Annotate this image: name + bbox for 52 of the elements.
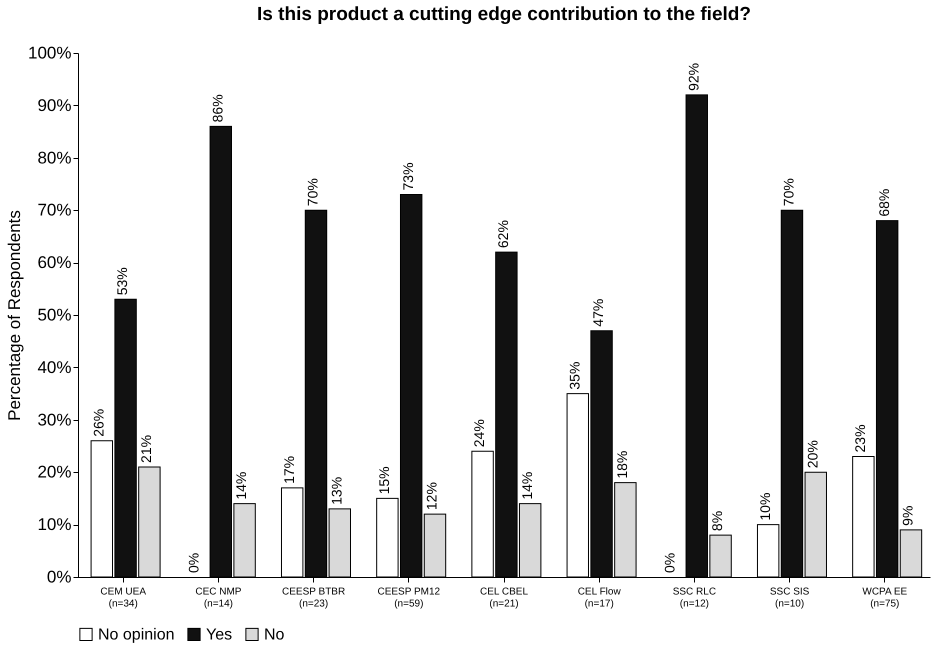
y-tick-label: 50% bbox=[37, 306, 72, 324]
data-label: 13% bbox=[328, 476, 344, 505]
data-label: 24% bbox=[471, 419, 488, 448]
data-label: 53% bbox=[114, 267, 130, 296]
data-label: 23% bbox=[852, 424, 868, 452]
data-label: 70% bbox=[304, 178, 321, 206]
x-tick-label: CEM UEA (n=34) bbox=[100, 586, 146, 610]
y-axis-title: Percentage of Respondents bbox=[5, 210, 24, 421]
x-tick-label: CEESP PM12 (n=59) bbox=[377, 586, 441, 610]
data-label: 14% bbox=[518, 472, 535, 500]
y-tick-label: 30% bbox=[37, 410, 72, 430]
x-tick-label: CEESP BTBR (n=23) bbox=[282, 586, 346, 610]
legend-label: Yes bbox=[206, 626, 232, 644]
data-label: 14% bbox=[233, 472, 250, 500]
data-label: 92% bbox=[685, 62, 702, 91]
y-tick-label: 70% bbox=[37, 200, 72, 220]
x-tick-label: CEL Flow (n=17) bbox=[578, 586, 622, 610]
y-tick-label: 90% bbox=[37, 96, 72, 115]
y-tick-label: 60% bbox=[37, 253, 72, 272]
y-tick-label: 10% bbox=[37, 515, 72, 534]
data-label: 18% bbox=[614, 450, 630, 479]
data-label: 8% bbox=[709, 510, 726, 532]
y-tick-label: 80% bbox=[37, 148, 72, 168]
y-tick-label: 40% bbox=[37, 358, 72, 377]
legend-label: No bbox=[264, 626, 285, 644]
y-tick-label: 100% bbox=[28, 44, 72, 62]
data-label: 0% bbox=[662, 552, 678, 573]
x-tick-label: SSC RLC (n=12) bbox=[672, 586, 716, 610]
data-label: 15% bbox=[376, 466, 392, 494]
data-label: 70% bbox=[780, 178, 797, 206]
data-label: 68% bbox=[876, 188, 892, 217]
data-label: 9% bbox=[900, 506, 916, 526]
y-tick-label: 20% bbox=[37, 462, 72, 482]
x-tick-label: SSC SIS (n=10) bbox=[770, 586, 810, 610]
data-label: 12% bbox=[424, 482, 440, 510]
data-label: 62% bbox=[495, 220, 511, 248]
legend-label: No opinion bbox=[98, 626, 174, 644]
x-tick-label: WCPA EE (n=75) bbox=[862, 586, 908, 610]
data-label: 21% bbox=[138, 434, 154, 463]
data-label: 26% bbox=[90, 408, 106, 437]
data-label: 20% bbox=[804, 440, 820, 468]
chart-title: Is this product a cutting edge contribution to the field? bbox=[257, 4, 751, 25]
data-label: 73% bbox=[400, 162, 416, 190]
data-label: 86% bbox=[209, 94, 226, 122]
data-label: 0% bbox=[186, 552, 202, 573]
data-label: 17% bbox=[280, 456, 297, 484]
data-label: 35% bbox=[566, 362, 582, 390]
x-tick-label: CEL CBEL (n=21) bbox=[480, 586, 528, 610]
x-tick-label: CEC NMP (n=14) bbox=[195, 586, 242, 610]
data-label: 10% bbox=[756, 492, 773, 521]
y-tick-label: 0% bbox=[46, 568, 72, 586]
data-label: 47% bbox=[590, 298, 606, 327]
